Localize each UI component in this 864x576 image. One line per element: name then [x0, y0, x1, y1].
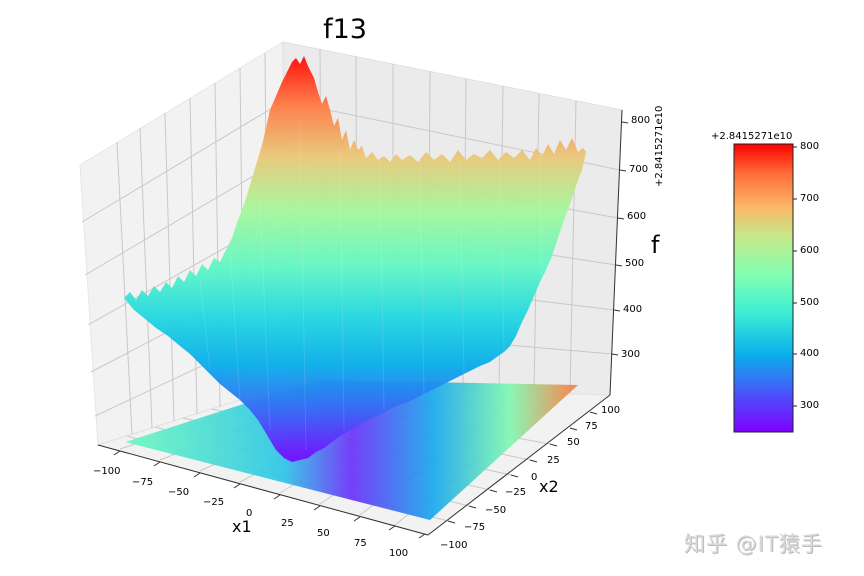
- y-tick-label: −100: [440, 540, 468, 551]
- z-tick-label: 400: [623, 304, 643, 315]
- z-tick-label: 800: [631, 115, 651, 126]
- x-axis-ticks: [113, 450, 426, 539]
- z-tick-label: 700: [629, 164, 649, 175]
- x-tick-label: 100: [389, 548, 409, 559]
- z-offset-label: +2.8415271e10: [654, 105, 665, 187]
- colorbar-tick-label: 300: [800, 400, 820, 411]
- y-tick-label: 25: [547, 455, 560, 466]
- x-tick-label: −100: [93, 466, 121, 477]
- z-axis-label: f: [651, 231, 660, 259]
- colorbar-tick-label: 400: [800, 348, 820, 359]
- x-tick-label: 50: [317, 528, 330, 539]
- colorbar-ticks: [793, 146, 797, 407]
- floor-contour-projection: [125, 380, 578, 520]
- x-tick-label: −75: [132, 477, 154, 488]
- y-tick-label: −75: [464, 522, 486, 533]
- colorbar-offset-label: +2.8415271e10: [711, 131, 793, 142]
- y-tick-label: 75: [585, 421, 598, 432]
- colorbar: [733, 143, 794, 433]
- surface: [124, 56, 586, 462]
- chart-title: f13: [323, 14, 367, 45]
- y-axis-label: x2: [539, 477, 559, 496]
- colorbar-tick-label: 500: [800, 297, 820, 308]
- y-tick-label: −50: [485, 505, 507, 516]
- y-tick-label: 0: [531, 472, 538, 483]
- watermark: 知乎 @IT猿手: [684, 532, 823, 556]
- z-axis-ticks: [611, 121, 629, 356]
- x-tick-label: 25: [281, 518, 294, 529]
- y-tick-label: 100: [601, 405, 621, 416]
- axis-lines: [97, 109, 623, 536]
- x-tick-label: 75: [354, 538, 367, 549]
- z-tick-label: 500: [625, 258, 645, 269]
- colorbar-tick-label: 600: [800, 245, 820, 256]
- x-tick-label: −50: [168, 487, 190, 498]
- colorbar-tick-label: 800: [800, 141, 820, 152]
- z-tick-label: 600: [627, 211, 647, 222]
- x-tick-label: −25: [203, 497, 225, 508]
- y-axis-ticks: [447, 411, 598, 524]
- z-tick-label: 300: [621, 349, 641, 360]
- y-tick-label: 50: [567, 437, 580, 448]
- x-tick-label: 0: [246, 508, 253, 519]
- surface-texture: [199, 119, 543, 451]
- x-axis-label: x1: [232, 517, 252, 536]
- y-tick-label: −25: [505, 487, 527, 498]
- colorbar-tick-label: 700: [800, 193, 820, 204]
